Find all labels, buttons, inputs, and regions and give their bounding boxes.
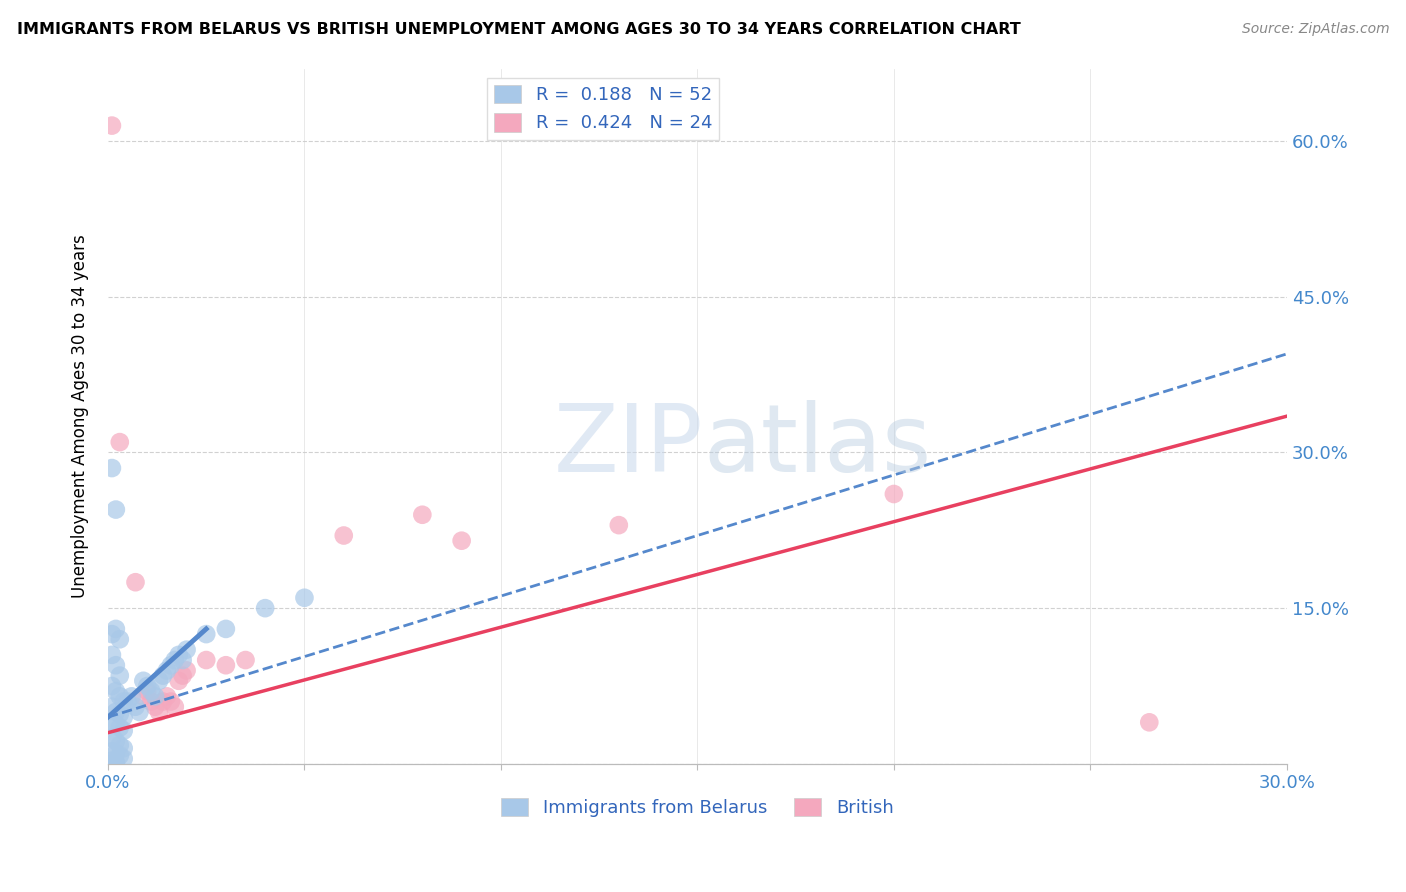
Point bbox=[160, 694, 183, 708]
Point bbox=[104, 684, 127, 698]
Point bbox=[108, 632, 131, 647]
Point bbox=[108, 738, 131, 752]
Point bbox=[411, 508, 433, 522]
Point bbox=[112, 751, 135, 765]
Point bbox=[112, 723, 135, 738]
Point bbox=[143, 699, 166, 714]
Point bbox=[152, 694, 174, 708]
Point bbox=[101, 731, 124, 745]
Point bbox=[101, 679, 124, 693]
Point bbox=[108, 748, 131, 763]
Point bbox=[143, 690, 166, 704]
Point bbox=[101, 715, 124, 730]
Point bbox=[101, 699, 124, 714]
Point bbox=[101, 648, 124, 662]
Text: IMMIGRANTS FROM BELARUS VS BRITISH UNEMPLOYMENT AMONG AGES 30 TO 34 YEARS CORREL: IMMIGRANTS FROM BELARUS VS BRITISH UNEMP… bbox=[17, 22, 1021, 37]
Point bbox=[195, 627, 218, 641]
Point bbox=[124, 699, 146, 714]
Point bbox=[152, 668, 174, 682]
Point bbox=[104, 747, 127, 761]
Point bbox=[108, 690, 131, 704]
Point bbox=[104, 734, 127, 748]
Point bbox=[141, 684, 163, 698]
Point bbox=[883, 487, 905, 501]
Point bbox=[104, 705, 127, 719]
Point bbox=[101, 627, 124, 641]
Point bbox=[104, 622, 127, 636]
Point bbox=[136, 684, 159, 698]
Point bbox=[104, 756, 127, 770]
Point bbox=[607, 518, 630, 533]
Text: ZIP: ZIP bbox=[554, 400, 703, 492]
Point bbox=[172, 668, 194, 682]
Point bbox=[195, 653, 218, 667]
Point bbox=[101, 461, 124, 475]
Point bbox=[117, 694, 139, 708]
Point bbox=[132, 690, 155, 704]
Point bbox=[124, 575, 146, 590]
Point bbox=[104, 756, 127, 771]
Legend: Immigrants from Belarus, British: Immigrants from Belarus, British bbox=[494, 790, 901, 824]
Point bbox=[104, 502, 127, 516]
Point bbox=[167, 648, 190, 662]
Point bbox=[104, 717, 127, 731]
Point bbox=[215, 658, 238, 673]
Point bbox=[1137, 715, 1160, 730]
Point bbox=[215, 622, 238, 636]
Point bbox=[332, 528, 354, 542]
Point bbox=[167, 673, 190, 688]
Point bbox=[108, 706, 131, 721]
Point bbox=[163, 653, 186, 667]
Point bbox=[176, 664, 198, 678]
Point bbox=[108, 668, 131, 682]
Point bbox=[108, 721, 131, 735]
Point bbox=[128, 705, 150, 719]
Point bbox=[235, 653, 257, 667]
Point bbox=[176, 642, 198, 657]
Point bbox=[112, 741, 135, 756]
Point bbox=[172, 653, 194, 667]
Point bbox=[294, 591, 316, 605]
Point bbox=[104, 658, 127, 673]
Point bbox=[132, 673, 155, 688]
Point bbox=[101, 756, 124, 771]
Point bbox=[101, 744, 124, 758]
Point bbox=[148, 673, 170, 688]
Point bbox=[136, 679, 159, 693]
Point bbox=[254, 601, 277, 615]
Point bbox=[160, 658, 183, 673]
Point bbox=[101, 119, 124, 133]
Point bbox=[101, 754, 124, 768]
Point bbox=[156, 664, 179, 678]
Point bbox=[141, 694, 163, 708]
Point bbox=[112, 710, 135, 724]
Text: Source: ZipAtlas.com: Source: ZipAtlas.com bbox=[1241, 22, 1389, 37]
Text: atlas: atlas bbox=[703, 400, 931, 492]
Point bbox=[121, 690, 143, 704]
Point bbox=[112, 694, 135, 708]
Y-axis label: Unemployment Among Ages 30 to 34 years: Unemployment Among Ages 30 to 34 years bbox=[72, 235, 89, 598]
Point bbox=[156, 690, 179, 704]
Point bbox=[108, 435, 131, 450]
Point bbox=[148, 705, 170, 719]
Point bbox=[163, 699, 186, 714]
Point bbox=[450, 533, 472, 548]
